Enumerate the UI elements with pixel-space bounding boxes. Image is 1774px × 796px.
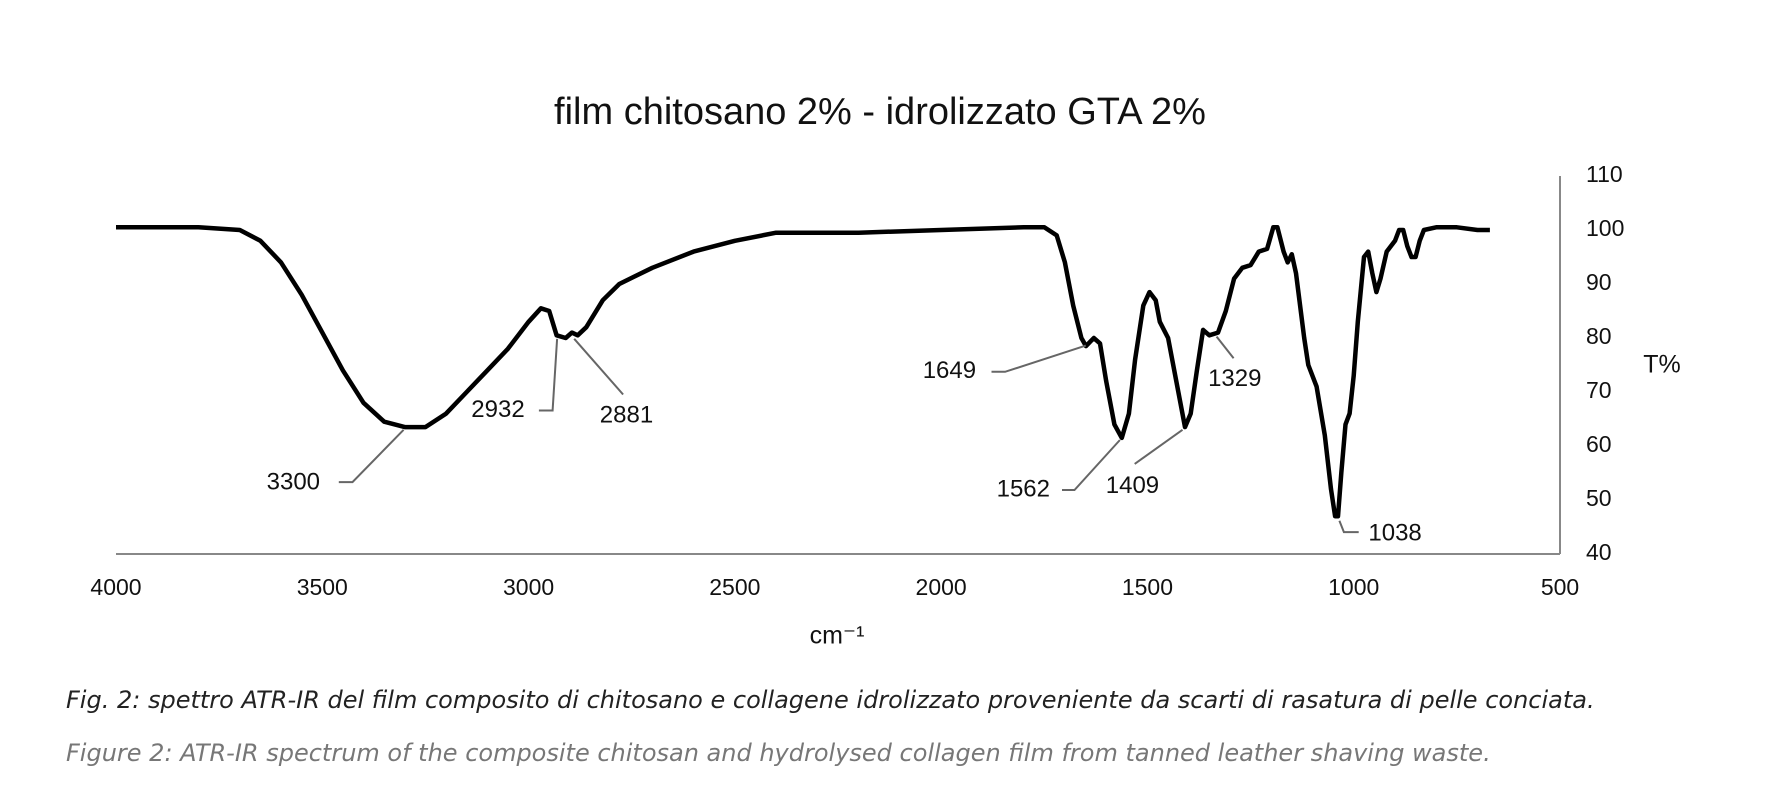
x-tick-label: 2500 (709, 574, 760, 600)
spectrum-line (116, 225, 1490, 519)
annotation: 3300 (267, 469, 320, 496)
y-tick-label: 100 (1586, 215, 1624, 241)
annotation: 1562 (997, 475, 1050, 502)
annotation: 2932 (471, 396, 524, 423)
annotation: 1329 (1208, 365, 1261, 392)
annotation-leader (1338, 520, 1359, 534)
annotation-leader (1215, 335, 1235, 359)
x-axis-label: cm⁻¹ (810, 622, 865, 650)
annotation: 1649 (923, 357, 976, 384)
caption-english: Figure 2: ATR-IR spectrum of the composi… (66, 739, 1491, 767)
annotation-leader (538, 338, 559, 412)
caption: Fig. 2: spettro ATR-IR del film composit… (66, 686, 1595, 714)
x-tick-label: 1500 (1122, 574, 1173, 600)
x-tick-label: 1000 (1328, 574, 1379, 600)
x-tick-label: 3500 (297, 574, 348, 600)
y-tick-label: 80 (1586, 323, 1612, 349)
annotation-leader (1134, 428, 1184, 465)
y-tick-label: 70 (1586, 377, 1612, 403)
y-axis-label: T% (1643, 351, 1681, 379)
chart: film chitosano 2% - idrolizzato GTA 2% c… (90, 91, 1681, 650)
annotation-leader (991, 344, 1087, 373)
annotation-leader (573, 338, 624, 396)
y-tick-label: 50 (1586, 485, 1612, 511)
y-tick-label: 60 (1586, 431, 1612, 457)
y-tick-label: 40 (1586, 539, 1612, 565)
x-tick-label: 500 (1541, 574, 1579, 600)
x-tick-label: 2000 (916, 574, 967, 600)
annotation-leader (338, 429, 405, 484)
x-tick-label: 4000 (90, 574, 141, 600)
annotation: 1409 (1106, 472, 1159, 499)
chart-title: film chitosano 2% - idrolizzato GTA 2% (554, 91, 1206, 133)
annotation-leader (1062, 439, 1121, 491)
x-tick-label: 3000 (503, 574, 554, 600)
y-tick-label: 90 (1586, 269, 1612, 295)
y-tick-label: 110 (1586, 161, 1623, 187)
annotation: 2881 (600, 401, 653, 428)
annotation: 1038 (1368, 520, 1421, 547)
